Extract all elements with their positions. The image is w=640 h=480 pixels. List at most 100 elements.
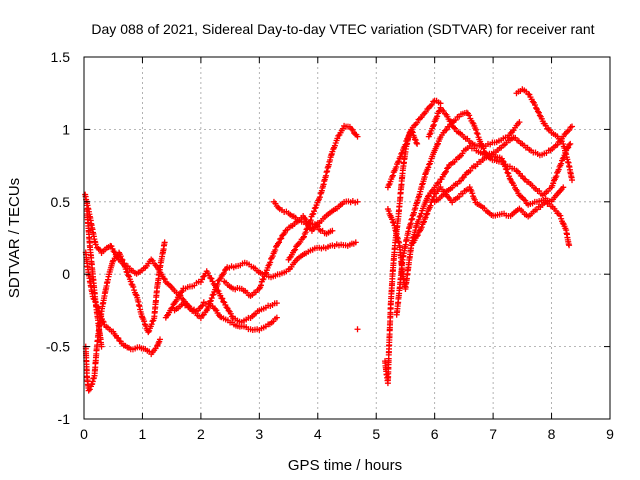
data-point bbox=[175, 292, 182, 299]
data-point bbox=[434, 113, 441, 120]
data-point bbox=[389, 216, 396, 223]
data-point bbox=[385, 182, 392, 189]
data-point bbox=[85, 387, 92, 394]
data-point bbox=[118, 256, 125, 263]
series-track-12 bbox=[393, 109, 574, 318]
x-axis-label: GPS time / hours bbox=[288, 457, 402, 474]
data-point bbox=[311, 208, 318, 215]
data-point bbox=[421, 218, 428, 225]
data-point bbox=[163, 312, 170, 319]
data-point bbox=[200, 273, 207, 280]
data-point bbox=[227, 310, 234, 317]
data-point bbox=[413, 139, 420, 146]
data-point bbox=[532, 104, 539, 111]
data-point bbox=[395, 158, 402, 165]
data-point bbox=[469, 119, 476, 126]
data-point bbox=[108, 243, 115, 250]
data-point bbox=[161, 239, 168, 246]
data-point bbox=[149, 318, 156, 325]
series-track-6 bbox=[171, 239, 359, 322]
data-point bbox=[127, 278, 134, 285]
x-tick-label: 8 bbox=[548, 426, 556, 442]
data-point bbox=[272, 246, 279, 253]
data-point bbox=[110, 248, 117, 255]
data-point bbox=[423, 211, 430, 218]
data-point bbox=[393, 164, 400, 171]
data-point bbox=[261, 273, 268, 280]
data-point bbox=[278, 235, 285, 242]
data-point bbox=[529, 98, 536, 105]
data-point bbox=[329, 227, 336, 234]
data-point bbox=[508, 179, 515, 186]
data-point bbox=[220, 298, 227, 305]
data-point bbox=[273, 314, 280, 321]
data-point bbox=[304, 225, 311, 232]
y-tick-label: 0 bbox=[62, 266, 70, 282]
data-point bbox=[100, 318, 107, 325]
data-point bbox=[506, 175, 513, 182]
data-point bbox=[566, 141, 573, 148]
data-point bbox=[416, 213, 423, 220]
series-track-14 bbox=[425, 104, 523, 151]
data-point bbox=[536, 112, 543, 119]
data-point bbox=[471, 196, 478, 203]
data-point bbox=[301, 233, 308, 240]
data-point bbox=[405, 132, 412, 139]
data-point bbox=[448, 120, 455, 127]
data-point bbox=[262, 270, 269, 277]
data-point bbox=[204, 270, 211, 277]
data-point bbox=[409, 240, 416, 247]
data-point bbox=[452, 116, 459, 123]
data-point bbox=[130, 283, 137, 290]
data-point bbox=[414, 140, 421, 147]
data-point bbox=[394, 159, 401, 166]
data-point bbox=[205, 304, 212, 311]
data-point bbox=[124, 269, 131, 276]
data-point bbox=[311, 205, 318, 212]
data-point bbox=[156, 336, 163, 343]
data-point bbox=[531, 101, 538, 108]
data-point bbox=[412, 137, 419, 144]
data-point bbox=[428, 101, 435, 108]
data-point bbox=[274, 240, 281, 247]
data-point bbox=[173, 296, 180, 303]
data-point bbox=[217, 313, 224, 320]
data-point bbox=[436, 179, 443, 186]
data-point bbox=[406, 129, 413, 136]
data-point bbox=[558, 160, 565, 167]
data-point bbox=[339, 125, 346, 132]
data-point bbox=[469, 190, 476, 197]
x-tick-label: 3 bbox=[255, 426, 263, 442]
x-tick-label: 4 bbox=[314, 426, 322, 442]
data-point bbox=[399, 149, 406, 156]
data-point bbox=[208, 295, 215, 302]
data-point bbox=[510, 182, 517, 189]
data-point bbox=[473, 129, 480, 136]
data-point bbox=[214, 281, 221, 288]
x-tick-label: 0 bbox=[80, 426, 88, 442]
data-point bbox=[303, 226, 310, 233]
data-point bbox=[209, 292, 216, 299]
data-point bbox=[141, 318, 148, 325]
data-point bbox=[160, 275, 167, 282]
series-track-9 bbox=[285, 122, 361, 263]
data-point bbox=[413, 233, 420, 240]
x-tick-label: 1 bbox=[139, 426, 147, 442]
series-track-16 bbox=[513, 86, 576, 184]
data-point bbox=[354, 133, 361, 140]
data-point bbox=[267, 259, 274, 266]
x-tick-label: 2 bbox=[197, 426, 205, 442]
y-tick-label: -0.5 bbox=[46, 339, 70, 355]
data-point bbox=[389, 219, 396, 226]
data-point bbox=[505, 170, 512, 177]
data-point bbox=[389, 172, 396, 179]
series-track-8 bbox=[270, 198, 336, 237]
data-point bbox=[553, 173, 560, 180]
data-point bbox=[354, 198, 361, 205]
series-track-4 bbox=[83, 206, 105, 350]
data-point bbox=[132, 291, 139, 298]
data-point bbox=[437, 100, 444, 107]
data-point bbox=[291, 247, 298, 254]
plot-frame bbox=[83, 56, 611, 420]
data-point bbox=[430, 121, 437, 128]
